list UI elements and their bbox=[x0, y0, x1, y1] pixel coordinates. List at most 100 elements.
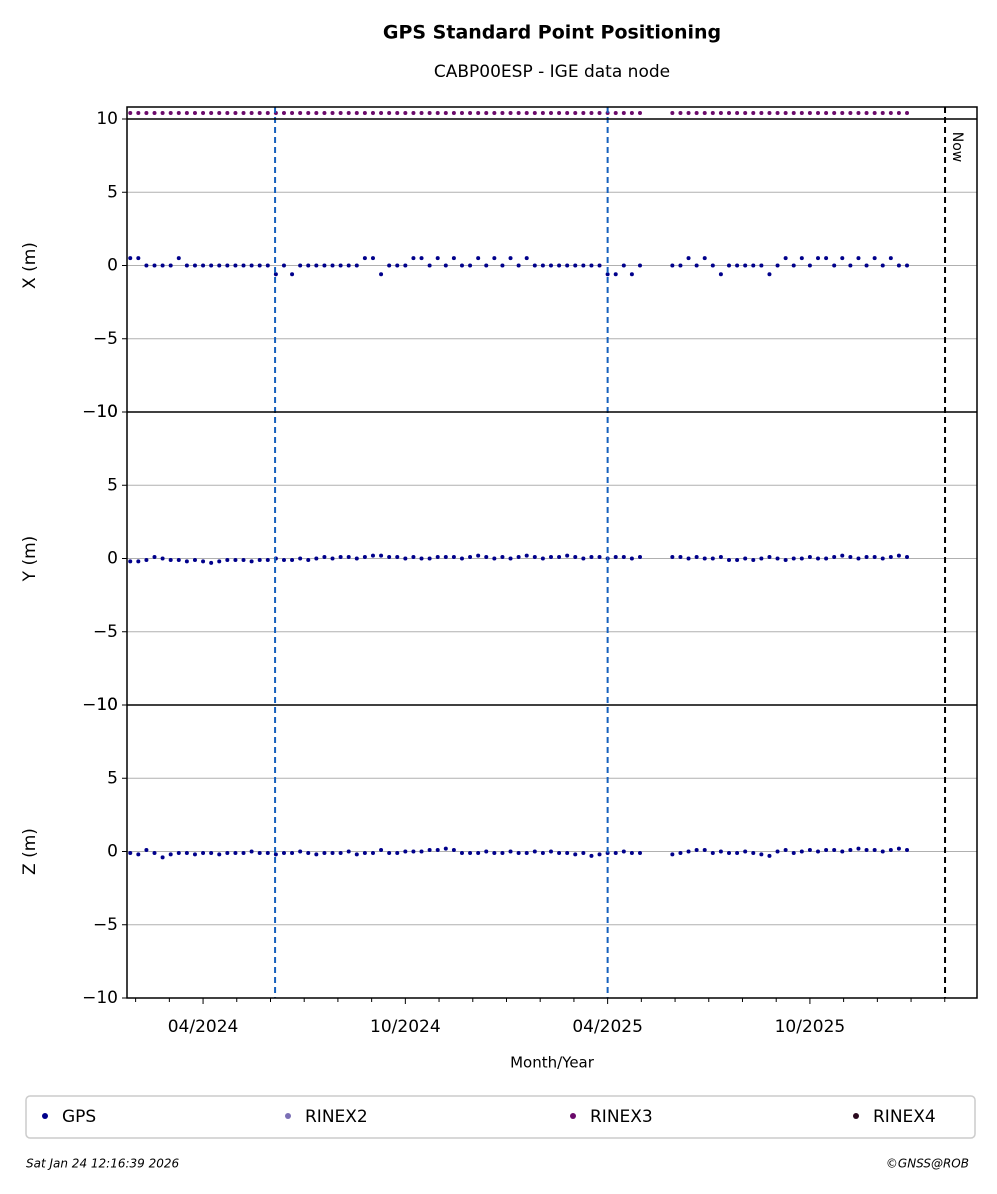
gps-point bbox=[832, 848, 837, 853]
gps-point bbox=[540, 263, 545, 268]
gps-point bbox=[872, 555, 877, 560]
y-tick-label: 5 bbox=[107, 182, 118, 202]
gps-point bbox=[864, 848, 869, 853]
gps-point bbox=[379, 272, 384, 277]
gps-point bbox=[670, 555, 675, 560]
rinex3-availability bbox=[905, 111, 910, 115]
gps-point bbox=[718, 272, 723, 277]
gps-point bbox=[726, 850, 731, 855]
gps-point bbox=[225, 263, 230, 268]
legend-label: RINEX3 bbox=[590, 1107, 653, 1127]
rinex3-availability bbox=[548, 111, 553, 115]
gps-point bbox=[241, 263, 246, 268]
gps-point bbox=[783, 256, 788, 261]
rinex3-availability bbox=[451, 111, 456, 115]
rinex3-availability bbox=[565, 111, 570, 115]
rinex3-availability bbox=[532, 111, 537, 115]
rinex3-availability bbox=[427, 111, 432, 115]
gps-point bbox=[864, 555, 869, 560]
rinex3-availability bbox=[751, 111, 756, 115]
rinex3-availability bbox=[702, 111, 707, 115]
gps-point bbox=[395, 263, 400, 268]
rinex3-availability bbox=[459, 111, 464, 115]
legend-marker bbox=[853, 1113, 859, 1119]
y-tick-label: 10 bbox=[96, 695, 118, 715]
gps-point bbox=[775, 849, 780, 854]
rinex3-availability bbox=[589, 111, 594, 115]
rinex3-availability bbox=[710, 111, 715, 115]
gps-point bbox=[840, 849, 845, 854]
rinex3-availability bbox=[217, 111, 222, 115]
gps-point bbox=[257, 263, 262, 268]
gps-point bbox=[743, 263, 748, 268]
gps-point bbox=[136, 256, 141, 261]
gps-point bbox=[217, 559, 222, 564]
gps-point bbox=[573, 852, 578, 857]
gps-point bbox=[880, 263, 885, 268]
gps-point bbox=[548, 263, 553, 268]
rinex3-availability bbox=[370, 111, 375, 115]
gps-point bbox=[451, 256, 456, 261]
gps-point bbox=[799, 256, 804, 261]
legend-marker bbox=[42, 1113, 48, 1119]
y-tick-label: 0 bbox=[107, 842, 118, 862]
rinex3-availability bbox=[249, 111, 254, 115]
rinex3-availability bbox=[791, 111, 796, 115]
rinex3-availability bbox=[557, 111, 562, 115]
gps-point bbox=[168, 263, 173, 268]
gps-point bbox=[322, 263, 327, 268]
gps-point bbox=[128, 850, 133, 855]
rinex3-availability bbox=[500, 111, 505, 115]
gps-point bbox=[419, 556, 424, 561]
rinex3-availability bbox=[225, 111, 230, 115]
gps-point bbox=[581, 556, 586, 561]
gps-point bbox=[225, 557, 230, 562]
gps-point bbox=[241, 850, 246, 855]
gps-point bbox=[128, 256, 133, 261]
gps-point bbox=[314, 852, 319, 857]
gps-point bbox=[848, 555, 853, 560]
rinex3-availability bbox=[144, 111, 149, 115]
rinex3-availability bbox=[637, 111, 642, 115]
rinex3-availability bbox=[492, 111, 497, 115]
rinex3-availability bbox=[411, 111, 416, 115]
gps-point bbox=[387, 850, 392, 855]
gps-point bbox=[565, 850, 570, 855]
gps-point bbox=[338, 555, 343, 560]
gps-point bbox=[370, 850, 375, 855]
gps-point bbox=[451, 555, 456, 560]
gps-point bbox=[824, 556, 829, 561]
gps-point bbox=[370, 256, 375, 261]
gps-point bbox=[370, 553, 375, 558]
gps-point bbox=[565, 263, 570, 268]
rinex3-availability bbox=[306, 111, 311, 115]
gps-point bbox=[298, 556, 303, 561]
legend-label: RINEX2 bbox=[305, 1107, 368, 1127]
gps-point bbox=[395, 555, 400, 560]
rinex3-availability bbox=[233, 111, 238, 115]
rinex3-availability bbox=[314, 111, 319, 115]
gps-point bbox=[726, 263, 731, 268]
gps-point bbox=[888, 848, 893, 853]
gps-point bbox=[791, 263, 796, 268]
gps-point bbox=[403, 849, 408, 854]
gps-point bbox=[605, 272, 610, 277]
gps-point bbox=[759, 263, 764, 268]
gps-point bbox=[411, 849, 416, 854]
gps-point bbox=[306, 557, 311, 562]
gps-point bbox=[128, 559, 133, 564]
rinex3-availability bbox=[362, 111, 367, 115]
gps-point bbox=[767, 272, 772, 277]
x-tick-label: 04/2024 bbox=[168, 1017, 239, 1037]
axes-frame bbox=[126, 106, 978, 999]
gps-point bbox=[435, 848, 440, 853]
gps-point bbox=[435, 555, 440, 560]
gps-point bbox=[759, 852, 764, 857]
gps-point bbox=[338, 850, 343, 855]
gps-point bbox=[621, 555, 626, 560]
gps-point bbox=[257, 850, 262, 855]
gps-point bbox=[759, 556, 764, 561]
gps-point bbox=[500, 555, 505, 560]
gps-point bbox=[443, 846, 448, 851]
rinex3-availability bbox=[621, 111, 626, 115]
